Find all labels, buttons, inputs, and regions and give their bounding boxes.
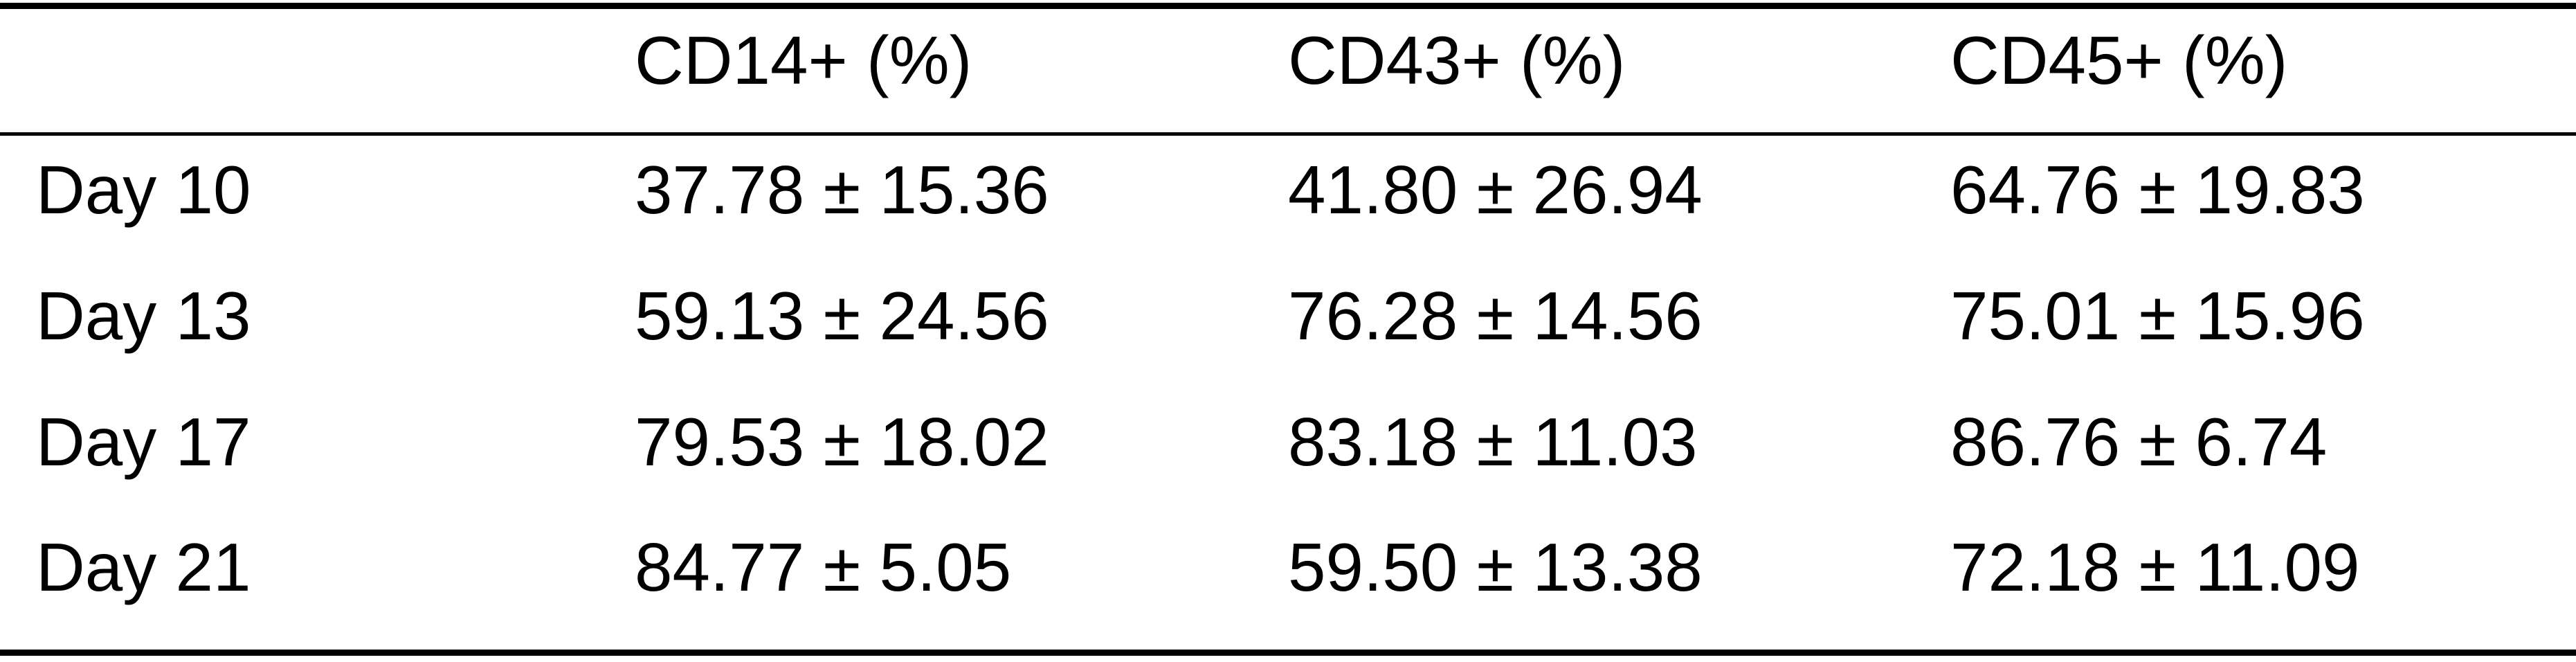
cd14-value-cell: 79.53 ± 18.02 [635, 404, 1049, 480]
table-top-rule [0, 3, 2576, 9]
row-label-cell: Day 17 [36, 404, 251, 480]
header-cell-cd43: CD43+ (%) [1288, 22, 1626, 98]
row-label-cell: Day 10 [36, 152, 251, 228]
cd14-value-cell: 37.78 ± 15.36 [635, 152, 1049, 228]
cd45-value-cell: 86.76 ± 6.74 [1950, 404, 2328, 480]
cd45-value-cell: 72.18 ± 11.09 [1950, 529, 2360, 605]
header-cell-cd14: CD14+ (%) [635, 22, 972, 98]
cd43-value-cell: 59.50 ± 13.38 [1288, 529, 1703, 605]
row-label-cell: Day 13 [36, 278, 251, 354]
table-bottom-rule [0, 650, 2576, 656]
table-header-rule [0, 132, 2576, 136]
header-cell-cd45: CD45+ (%) [1950, 22, 2288, 98]
cd43-value-cell: 83.18 ± 11.03 [1288, 404, 1698, 480]
cd43-value-cell: 41.80 ± 26.94 [1288, 152, 1703, 228]
cd43-value-cell: 76.28 ± 14.56 [1288, 278, 1703, 354]
cd45-value-cell: 64.76 ± 19.83 [1950, 152, 2365, 228]
cd45-value-cell: 75.01 ± 15.96 [1950, 278, 2365, 354]
cd14-value-cell: 59.13 ± 24.56 [635, 278, 1049, 354]
row-label-cell: Day 21 [36, 529, 251, 605]
cd14-value-cell: 84.77 ± 5.05 [635, 529, 1012, 605]
